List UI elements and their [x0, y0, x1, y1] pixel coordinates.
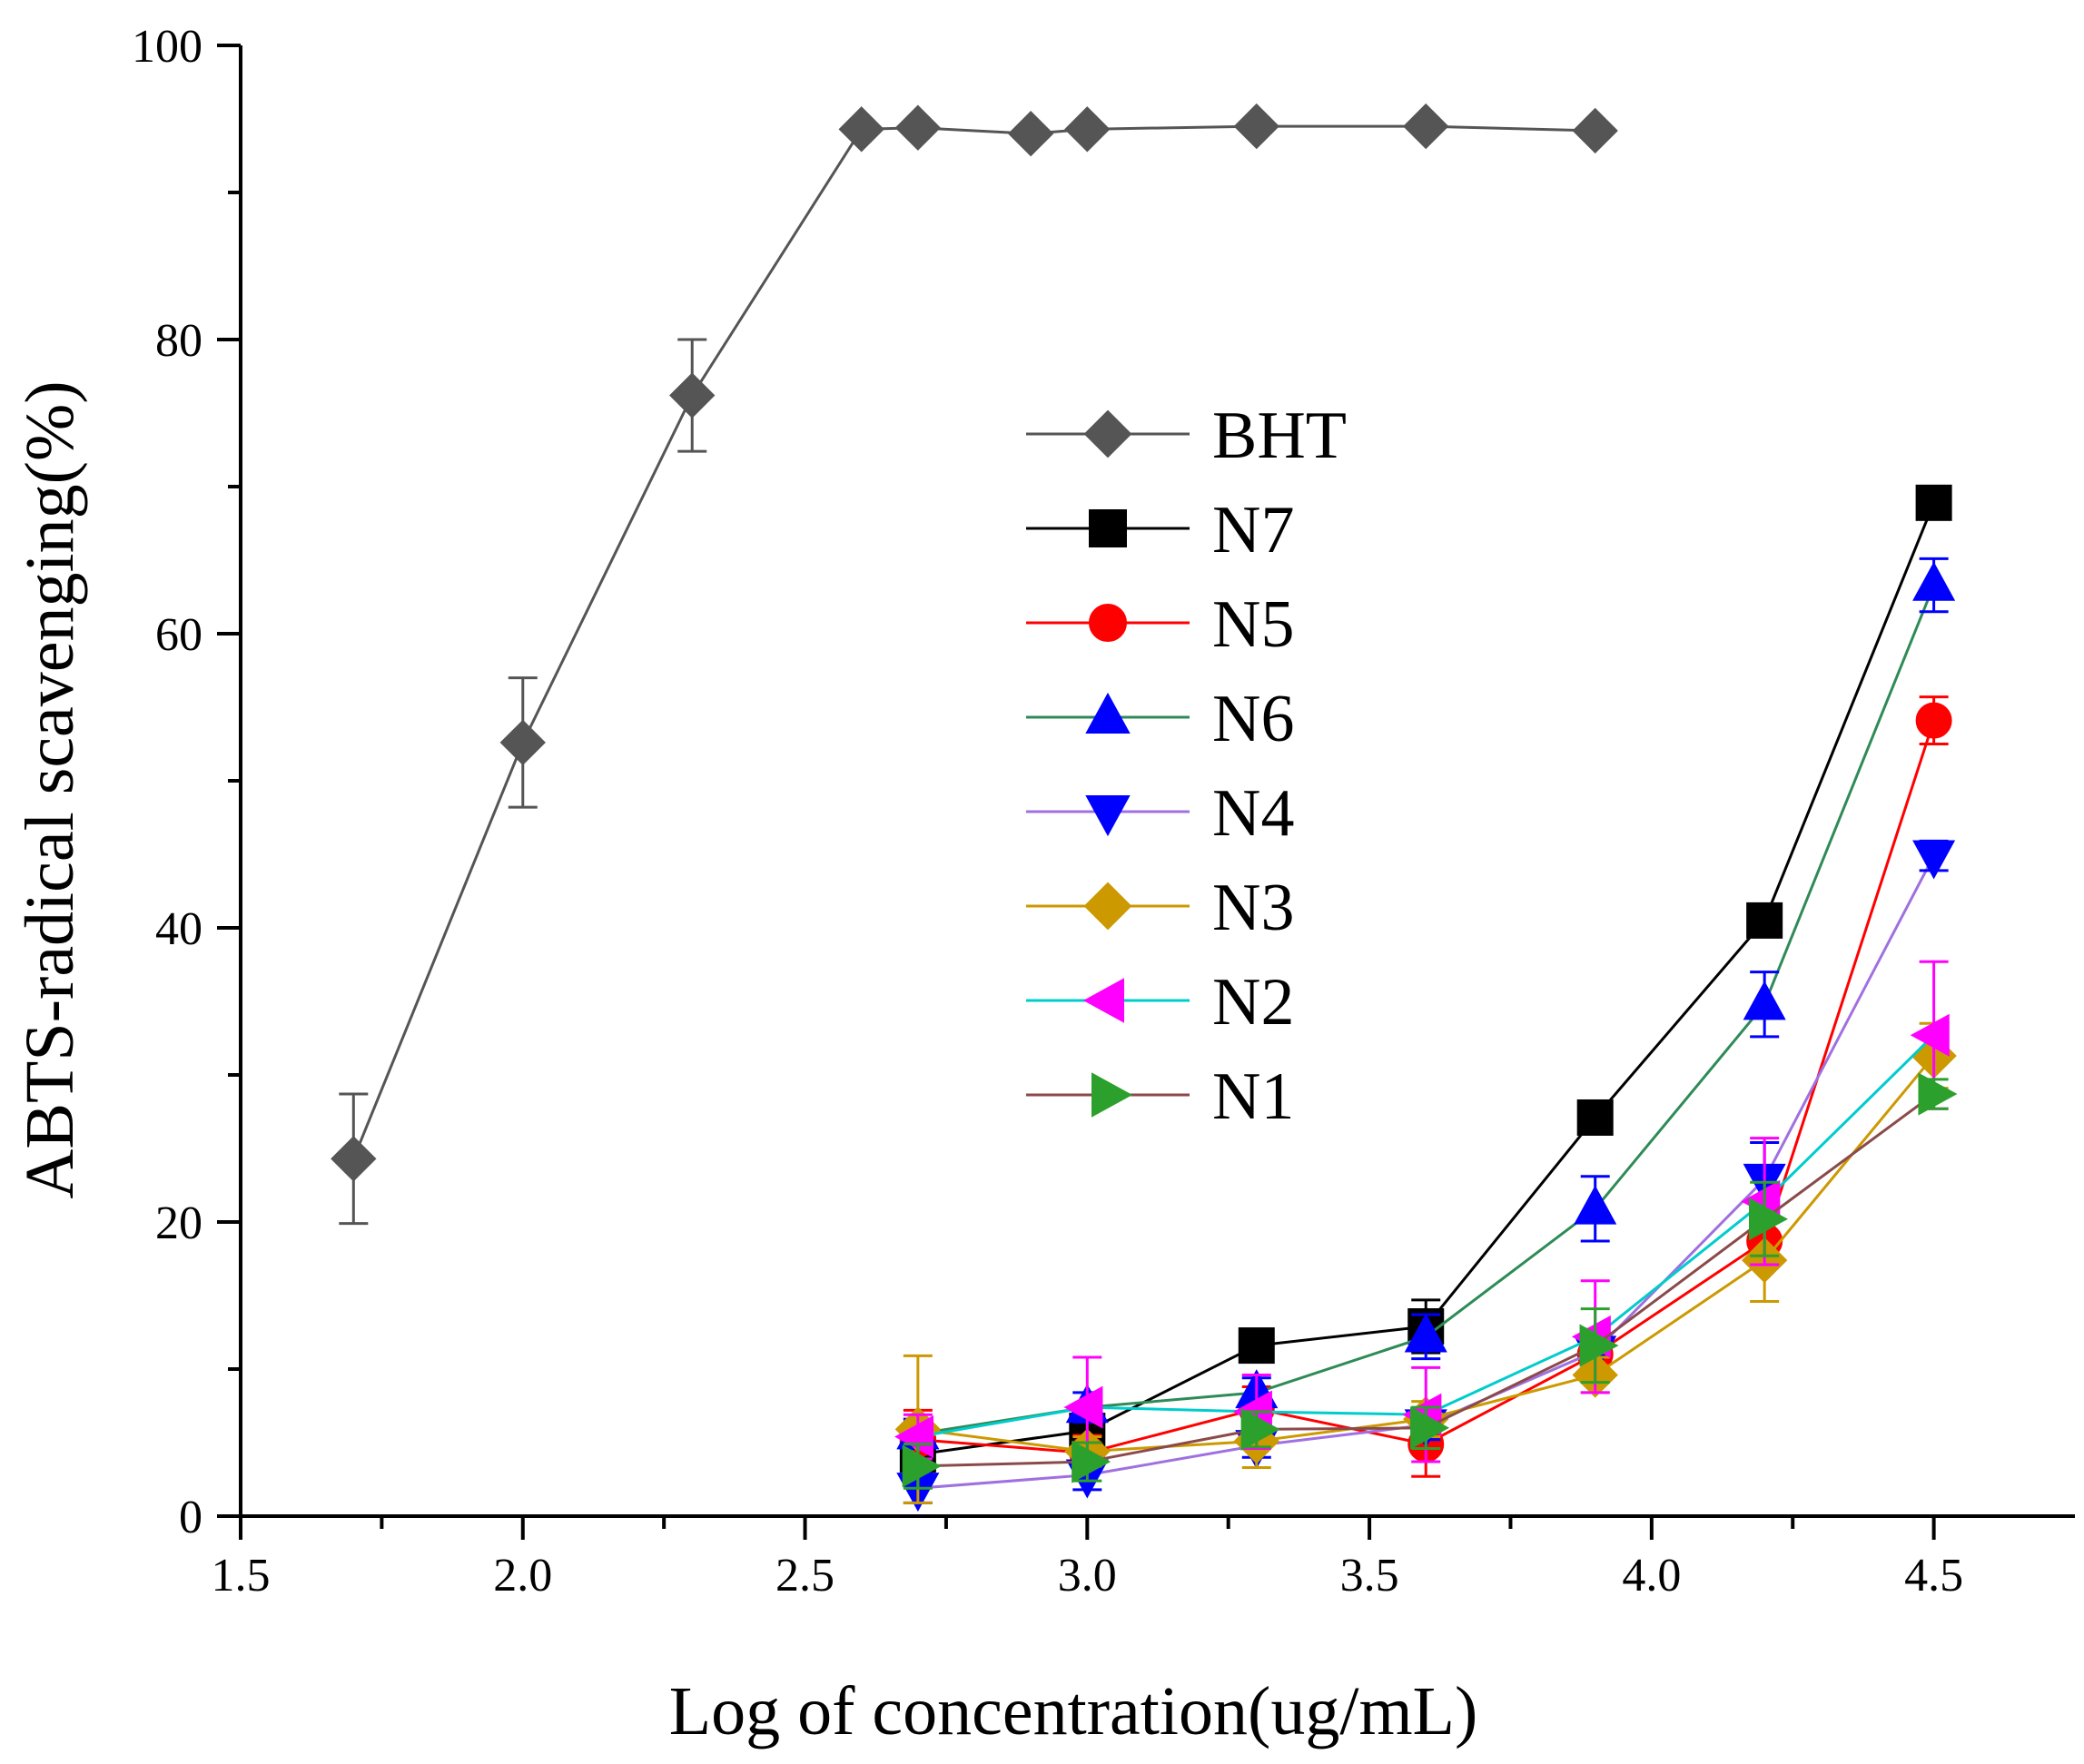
data-point [331, 1136, 377, 1182]
x-tick-label: 4.5 [1904, 1550, 1963, 1601]
y-tick-label: 60 [155, 609, 202, 661]
data-point [1915, 702, 1952, 739]
legend-item-n7: N7 [1026, 493, 1294, 567]
series-layer [331, 103, 1958, 1513]
legend-label: N2 [1212, 965, 1294, 1040]
legend-marker [1083, 409, 1132, 458]
data-point [1574, 1185, 1617, 1225]
x-tick-label: 3.5 [1340, 1550, 1399, 1601]
x-tick-label: 3.0 [1058, 1550, 1117, 1601]
data-point [1915, 484, 1952, 521]
series-line [351, 124, 1595, 1159]
data-point [1072, 1440, 1111, 1483]
data-point [1410, 1406, 1450, 1450]
data-point [1576, 1099, 1614, 1136]
data-point [1743, 981, 1786, 1020]
data-point [1746, 902, 1783, 939]
legend-label: BHT [1212, 399, 1347, 473]
legend-marker [1085, 795, 1131, 837]
series-bht [331, 103, 1618, 1226]
data-point [1910, 1013, 1950, 1057]
legend-marker [1085, 692, 1131, 734]
legend-label: N3 [1212, 871, 1294, 945]
data-point [894, 104, 942, 151]
legend-marker [1091, 1072, 1133, 1118]
y-tick-label: 80 [155, 315, 202, 367]
y-tick-label: 100 [132, 21, 202, 73]
y-tick-label: 40 [155, 903, 202, 955]
legend-label: N7 [1212, 493, 1294, 567]
legend-item-n2: N2 [1026, 965, 1294, 1040]
legend-item-n5: N5 [1026, 587, 1294, 662]
x-tick-label: 2.5 [775, 1550, 835, 1601]
legend-label: N4 [1212, 776, 1294, 851]
data-point [1572, 107, 1618, 154]
legend-item-n1: N1 [1026, 1059, 1294, 1134]
legend-label: N6 [1212, 682, 1294, 756]
legend-item-bht: BHT [1026, 399, 1347, 473]
data-point [499, 719, 546, 766]
series-n6 [896, 557, 1956, 1450]
legend-item-n3: N3 [1026, 871, 1294, 945]
legend-label: N1 [1212, 1059, 1294, 1134]
data-point [1918, 1072, 1958, 1116]
data-point [1064, 106, 1111, 153]
x-tick-label: 2.0 [493, 1550, 552, 1601]
data-point [1233, 103, 1279, 150]
series-n1 [902, 1072, 1958, 1490]
data-point [1912, 561, 1956, 601]
y-tick-label: 0 [179, 1492, 202, 1543]
x-axis-title: Log of concentration(ug/mL) [669, 1673, 1478, 1749]
legend-label: N5 [1212, 587, 1294, 662]
y-axis-title: ABTS-radical scavenging(%) [12, 380, 88, 1198]
legend-marker [1082, 978, 1124, 1023]
legend: BHT N7 N5 N6 N4 N3 N2 N1 [1026, 399, 1347, 1134]
legend-marker [1083, 882, 1132, 931]
data-point [669, 372, 716, 419]
data-point [1749, 1197, 1788, 1241]
series-n2 [894, 960, 1950, 1463]
data-point [838, 106, 884, 153]
legend-marker [1089, 509, 1127, 547]
x-tick-label: 4.0 [1622, 1550, 1681, 1601]
data-point [1238, 1327, 1275, 1365]
data-point [902, 1444, 942, 1488]
data-point [1240, 1407, 1280, 1451]
data-point [1404, 1313, 1447, 1353]
x-tick-label: 1.5 [212, 1550, 271, 1601]
legend-marker [1089, 604, 1127, 642]
data-point [1063, 1385, 1103, 1429]
data-point [894, 1414, 933, 1459]
axes-layer: 1.5 2.0 2.5 3.0 3.5 4.0 4.5 0 20 40 60 80 100 [132, 21, 2075, 1601]
data-point [1579, 1324, 1619, 1367]
y-tick-label: 20 [155, 1197, 202, 1249]
legend-item-n4: N4 [1026, 776, 1294, 851]
data-point [1007, 111, 1054, 157]
data-point [1403, 103, 1449, 150]
legend-item-n6: N6 [1026, 682, 1294, 756]
data-point [1912, 840, 1956, 880]
